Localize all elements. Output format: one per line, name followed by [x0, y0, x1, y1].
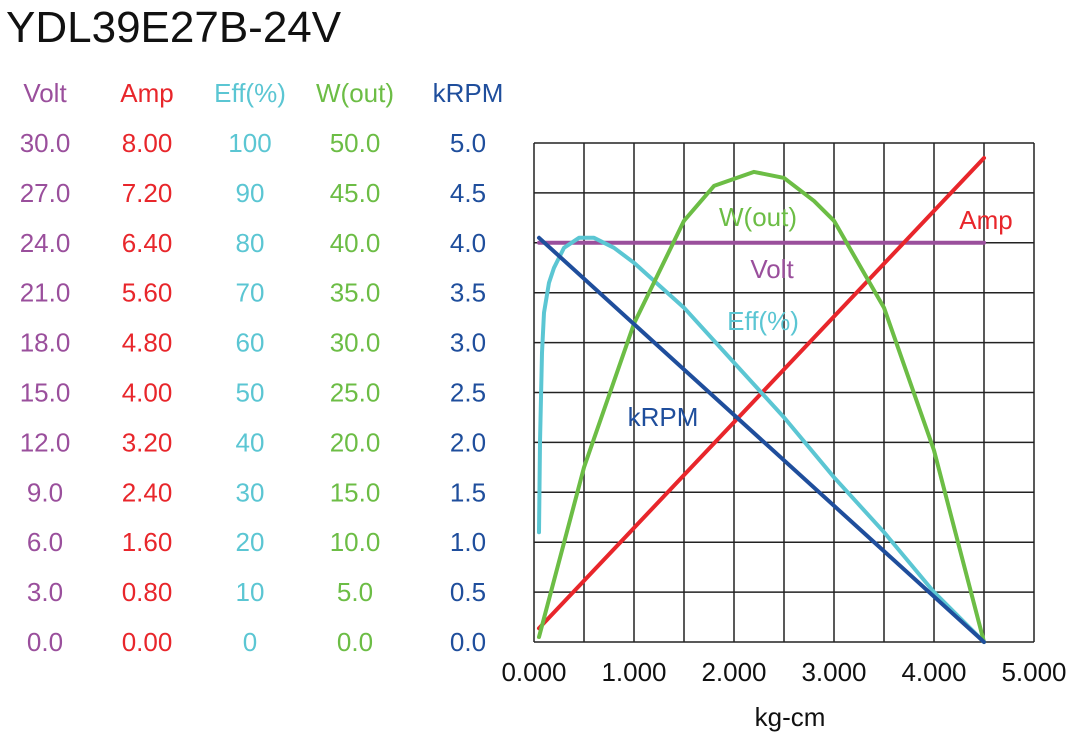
y-tick-label: 24.0 — [20, 228, 71, 258]
series-line-wout — [537, 169, 986, 644]
series-label-eff: Eff(%) — [727, 306, 799, 336]
y-tick-label: 3.0 — [27, 577, 63, 607]
y-tick-label: 3.0 — [450, 328, 486, 358]
y-tick-label: 5.0 — [337, 577, 373, 607]
y-tick-label: 40.0 — [330, 228, 381, 258]
y-tick-label: 45.0 — [330, 178, 381, 208]
axis-header-volt: Volt — [23, 78, 67, 108]
x-tick-label: 0.000 — [501, 657, 566, 687]
y-tick-label: 1.60 — [122, 527, 173, 557]
y-tick-label: 0.0 — [27, 627, 63, 657]
axis-header-wout: W(out) — [316, 78, 394, 108]
axis-header-krpm: kRPM — [433, 78, 504, 108]
y-tick-label: 30.0 — [20, 128, 71, 158]
y-tick-label: 4.5 — [450, 178, 486, 208]
y-tick-label: 3.20 — [122, 427, 173, 457]
y-tick-label: 10 — [236, 577, 265, 607]
y-tick-label: 2.0 — [450, 427, 486, 457]
y-tick-label: 4.80 — [122, 328, 173, 358]
series-line-eff — [537, 235, 986, 644]
axis-header-amp: Amp — [120, 78, 173, 108]
series-label-volt: Volt — [750, 254, 794, 284]
y-tick-label: 21.0 — [20, 278, 71, 308]
y-tick-label: 0.5 — [450, 577, 486, 607]
y-tick-label: 50 — [236, 378, 265, 408]
y-tick-label: 50.0 — [330, 128, 381, 158]
y-tick-label: 2.40 — [122, 477, 173, 507]
y-tick-label: 2.5 — [450, 378, 486, 408]
y-tick-label: 6.0 — [27, 527, 63, 557]
y-tick-label: 90 — [236, 178, 265, 208]
x-axis-label: kg-cm — [755, 702, 826, 732]
y-tick-label: 3.5 — [450, 278, 486, 308]
x-tick-label: 5.000 — [1001, 657, 1066, 687]
y-tick-label: 40 — [236, 427, 265, 457]
y-tick-label: 0.0 — [337, 627, 373, 657]
y-tick-label: 9.0 — [27, 477, 63, 507]
y-tick-label: 4.00 — [122, 378, 173, 408]
y-tick-label: 1.0 — [450, 527, 486, 557]
y-tick-label: 0 — [243, 627, 257, 657]
y-tick-label: 20 — [236, 527, 265, 557]
y-tick-label: 30.0 — [330, 328, 381, 358]
series-label-krpm: kRPM — [628, 402, 699, 432]
y-tick-label: 8.00 — [122, 128, 173, 158]
y-tick-label: 70 — [236, 278, 265, 308]
y-tick-label: 6.40 — [122, 228, 173, 258]
series-line-krpm — [537, 235, 986, 644]
y-tick-label: 30 — [236, 477, 265, 507]
y-tick-label: 18.0 — [20, 328, 71, 358]
y-tick-label: 25.0 — [330, 378, 381, 408]
y-tick-label: 15.0 — [330, 477, 381, 507]
y-tick-label: 12.0 — [20, 427, 71, 457]
y-tick-label: 27.0 — [20, 178, 71, 208]
y-tick-label: 15.0 — [20, 378, 71, 408]
y-tick-label: 7.20 — [122, 178, 173, 208]
x-tick-label: 3.000 — [801, 657, 866, 687]
series-label-amp: Amp — [959, 205, 1012, 235]
y-tick-label: 0.00 — [122, 627, 173, 657]
y-tick-label: 0.0 — [450, 627, 486, 657]
series-label-wout: W(out) — [719, 202, 797, 232]
x-tick-label: 4.000 — [901, 657, 966, 687]
x-tick-label: 1.000 — [601, 657, 666, 687]
y-tick-label: 100 — [228, 128, 271, 158]
y-tick-label: 0.80 — [122, 577, 173, 607]
y-tick-label: 4.0 — [450, 228, 486, 258]
y-tick-label: 5.60 — [122, 278, 173, 308]
y-tick-label: 5.0 — [450, 128, 486, 158]
y-tick-label: 1.5 — [450, 477, 486, 507]
y-tick-label: 60 — [236, 328, 265, 358]
x-tick-label: 2.000 — [701, 657, 766, 687]
y-tick-label: 80 — [236, 228, 265, 258]
y-tick-label: 20.0 — [330, 427, 381, 457]
axis-header-eff: Eff(%) — [214, 78, 286, 108]
y-tick-label: 35.0 — [330, 278, 381, 308]
y-tick-label: 10.0 — [330, 527, 381, 557]
chart-title: YDL39E27B-24V — [6, 3, 342, 52]
